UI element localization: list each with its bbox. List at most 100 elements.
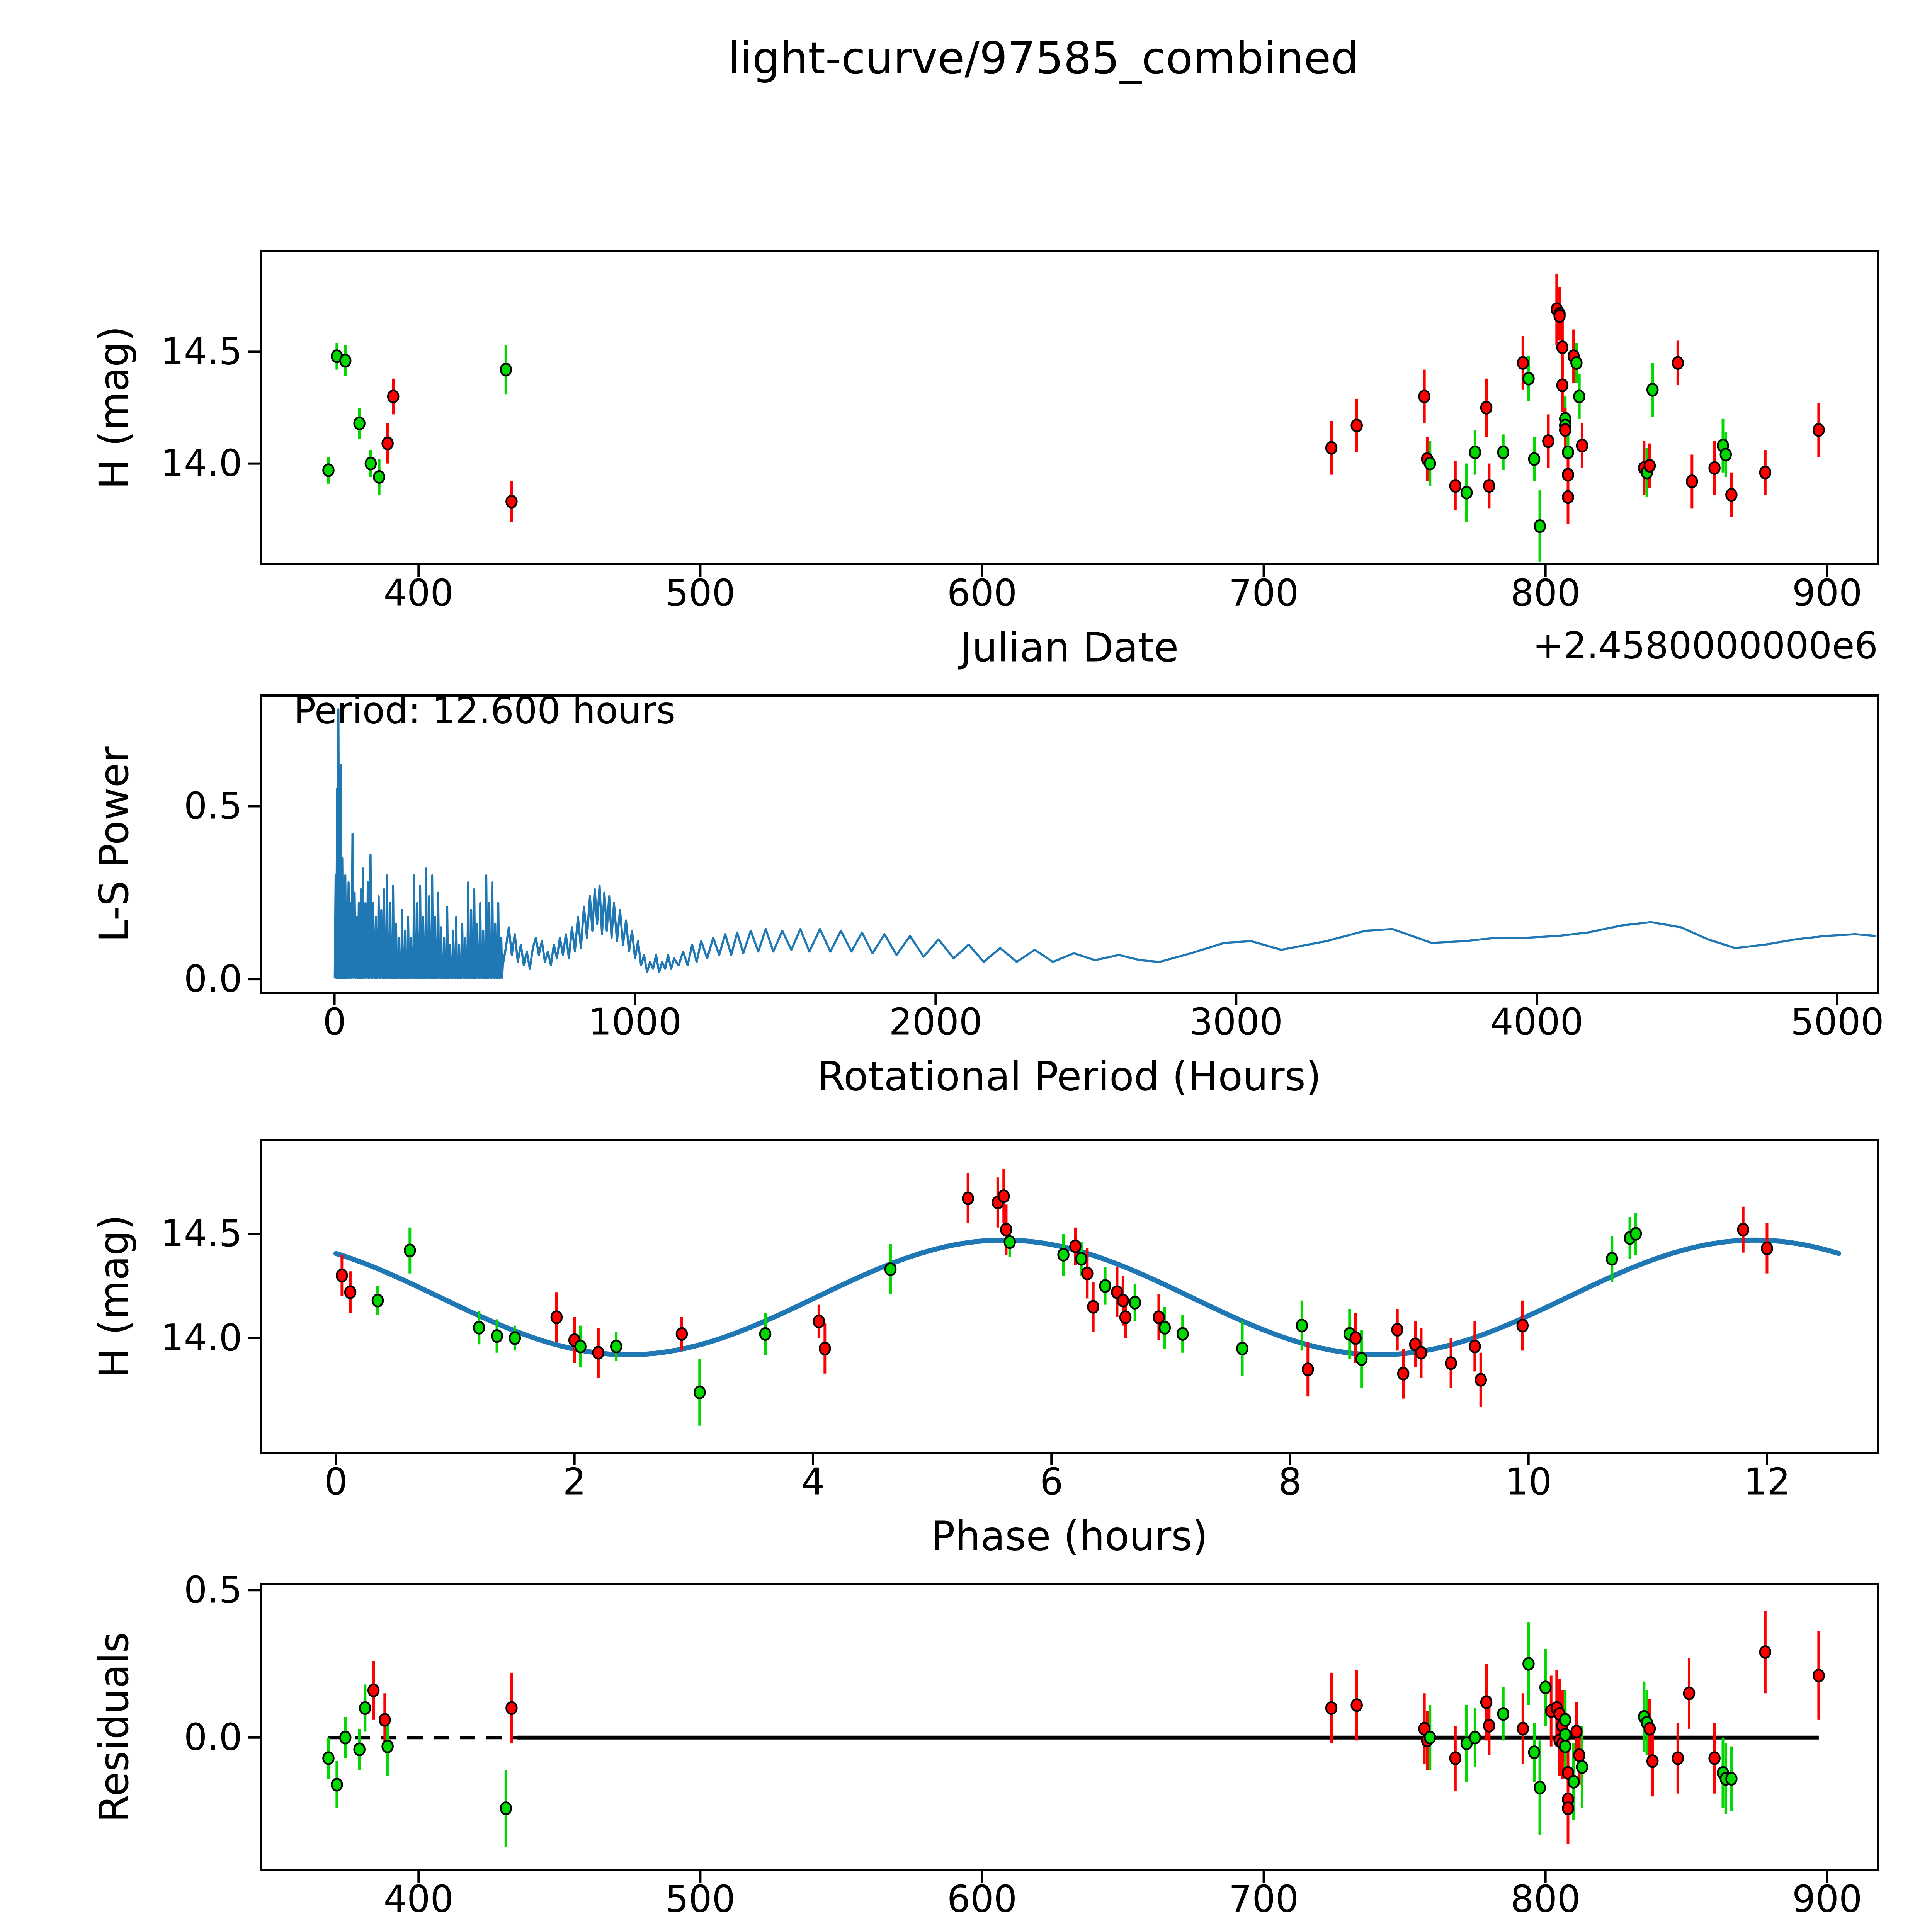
axes-phase-folded: 0 2 4 6 8 10 12 14.5 14.0 Phase (hours) H (mag)	[90, 1139, 1879, 1560]
x-tick-label: 10	[1505, 1461, 1552, 1503]
marker-red	[1475, 1373, 1487, 1387]
x-tick-label: 800	[1510, 572, 1580, 615]
marker-green	[694, 1385, 706, 1400]
x-tick-label: 600	[947, 1878, 1017, 1921]
y-tick-label: 0.0	[184, 1716, 242, 1759]
marker-red	[379, 1713, 391, 1727]
marker-red	[1480, 1695, 1493, 1709]
marker-red	[675, 1327, 688, 1341]
marker-green	[1057, 1248, 1070, 1262]
marker-green	[404, 1243, 416, 1257]
x-tick-label: 6	[1040, 1461, 1063, 1503]
marker-red	[1759, 466, 1772, 480]
marker-green	[1469, 1730, 1481, 1745]
marker-green	[1559, 1739, 1571, 1753]
marker-red	[998, 1189, 1010, 1203]
marker-red	[1418, 389, 1430, 403]
x-tick-label: 2	[563, 1461, 586, 1503]
marker-red	[550, 1310, 563, 1324]
marker-red	[1686, 474, 1698, 488]
marker-green	[1559, 1713, 1571, 1727]
marker-red	[1570, 1725, 1583, 1739]
marker-green	[1158, 1321, 1171, 1335]
marker-green	[1606, 1252, 1618, 1266]
marker-green	[1469, 445, 1481, 459]
periodogram-line	[333, 708, 1877, 979]
marker-red	[962, 1191, 974, 1205]
marker-green	[1567, 1775, 1580, 1789]
axis-offset-label: +2.4580000000e6	[1532, 1931, 1878, 1932]
marker-red	[1553, 309, 1566, 323]
x-tick-label: 500	[665, 572, 735, 615]
period-annotation: Period: 12.600 hours	[294, 690, 675, 732]
marker-green	[1522, 1657, 1535, 1671]
marker-green	[1528, 452, 1541, 466]
marker-red	[1576, 439, 1588, 453]
x-tick-label: 1000	[588, 1001, 682, 1044]
x-tick-label: 8	[1278, 1461, 1301, 1503]
marker-red	[1708, 1751, 1721, 1765]
axes-periodogram: 0 1000 2000 3000 4000 5000 0.5 0.0 Rotational Pe…	[90, 690, 1884, 1100]
marker-red	[1415, 1346, 1427, 1360]
marker-green	[574, 1339, 587, 1354]
marker-red	[1562, 490, 1574, 504]
marker-green	[1528, 1745, 1541, 1759]
marker-red	[819, 1342, 831, 1355]
marker-red	[1445, 1356, 1457, 1370]
marker-green	[331, 1778, 343, 1792]
marker-green	[1296, 1318, 1308, 1333]
x-tick-label: 0	[324, 1461, 347, 1503]
marker-green	[371, 1294, 384, 1308]
marker-red	[1517, 1722, 1529, 1736]
marker-red	[813, 1315, 825, 1328]
marker-red	[592, 1346, 605, 1360]
axes-frame	[260, 694, 1879, 994]
marker-red	[1813, 1668, 1825, 1683]
marker-red	[1350, 1698, 1363, 1712]
marker-red	[1517, 356, 1529, 370]
marker-green	[1236, 1342, 1248, 1355]
marker-red	[1153, 1310, 1165, 1324]
marker-red	[1708, 461, 1721, 475]
marker-green	[1725, 1772, 1738, 1786]
marker-red	[1000, 1223, 1012, 1236]
marker-green	[381, 1739, 394, 1753]
marker-green	[1576, 1760, 1588, 1774]
marker-green	[1075, 1252, 1088, 1266]
marker-red	[1672, 356, 1684, 370]
marker-green	[610, 1339, 622, 1354]
x-axis-label: Rotational Period (Hours)	[818, 1053, 1321, 1100]
marker-red	[1391, 1323, 1403, 1337]
x-tick-label: 400	[384, 1878, 454, 1921]
marker-red	[505, 1701, 518, 1715]
marker-red	[1119, 1310, 1132, 1324]
marker-red	[505, 495, 518, 509]
marker-red	[1087, 1300, 1099, 1314]
marker-green	[1129, 1296, 1141, 1310]
marker-green	[353, 416, 366, 430]
marker-red	[1559, 423, 1571, 437]
marker-red	[1325, 1701, 1338, 1715]
marker-green	[1355, 1352, 1368, 1366]
x-tick-label: 0	[323, 1001, 346, 1044]
marker-green	[884, 1262, 897, 1276]
x-tick-label: 2000	[889, 1001, 982, 1044]
marker-green	[322, 1751, 335, 1765]
marker-green	[1423, 456, 1436, 471]
x-tick-label: 600	[947, 572, 1017, 615]
figure-title: light-curve/97585_combined	[728, 32, 1359, 84]
marker-green	[1570, 356, 1583, 370]
y-axis-label: Residuals	[90, 1632, 138, 1822]
marker-red	[1483, 479, 1495, 493]
marker-green	[359, 1701, 371, 1715]
y-tick-label: 0.5	[184, 1569, 242, 1611]
marker-green	[1534, 1781, 1546, 1795]
marker-green	[1646, 383, 1659, 397]
marker-green	[500, 362, 512, 377]
marker-green	[339, 1730, 352, 1745]
marker-red	[1646, 1754, 1659, 1768]
marker-red	[1516, 1318, 1529, 1333]
axes-residuals-vs-jd: 400 500 600 700 800 900 0.5 0.0 Julian Date Resid…	[90, 1569, 1879, 1932]
x-tick-label: 4	[801, 1461, 825, 1503]
